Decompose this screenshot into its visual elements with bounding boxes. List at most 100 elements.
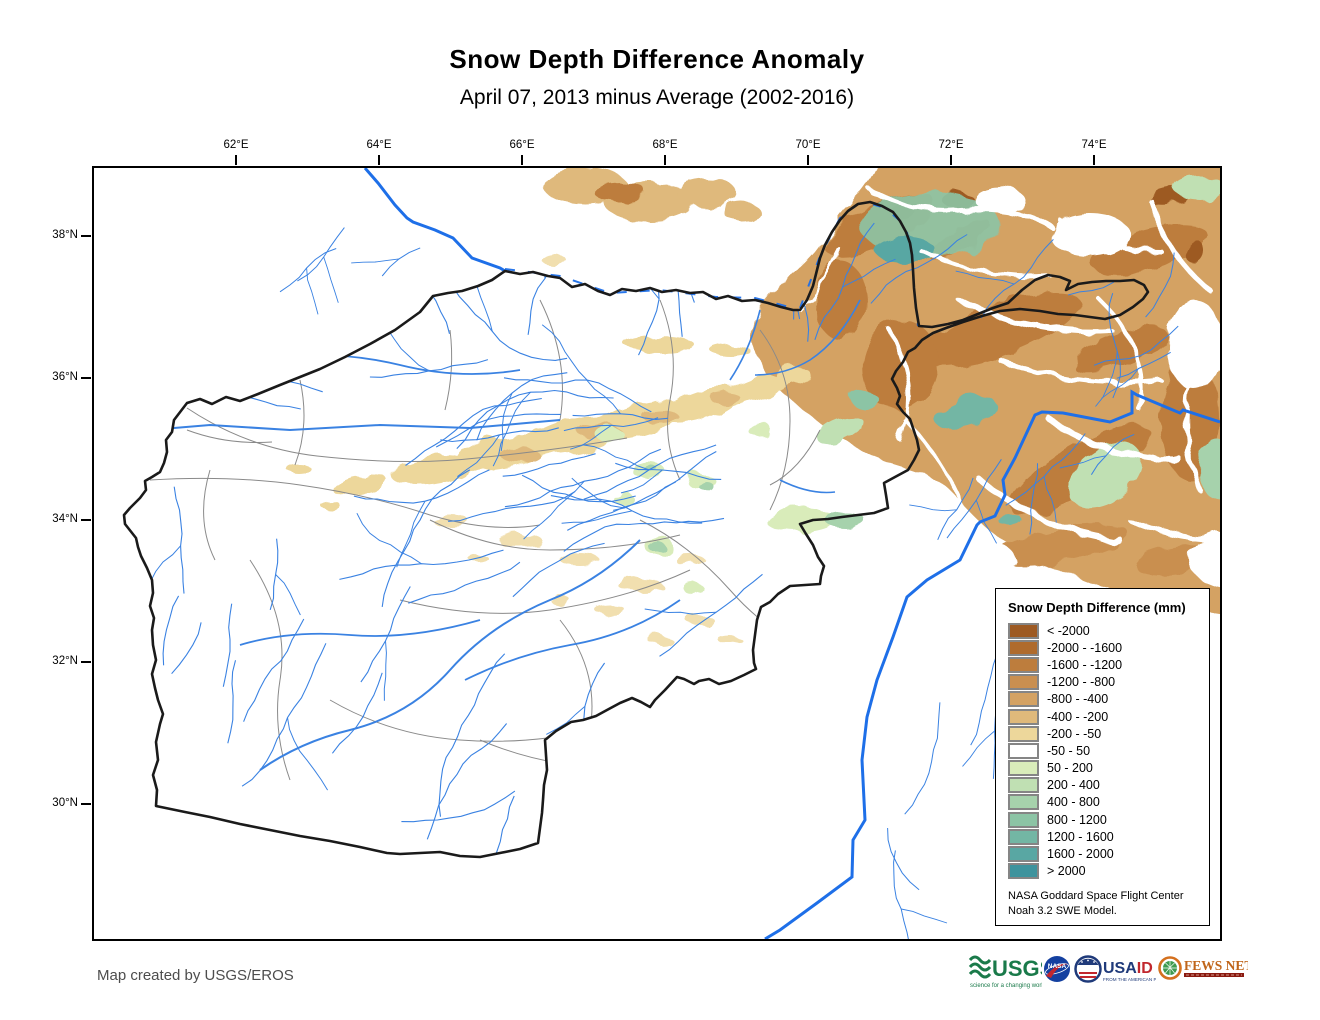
- legend-label: -1200 - -800: [1047, 675, 1116, 690]
- stream: [387, 328, 430, 372]
- nasa-logo-icon: NASA: [1044, 956, 1070, 982]
- stream: [711, 702, 786, 742]
- usaid-logo-icon: USAID FROM THE AMERICAN PEOPLE: [1074, 955, 1156, 983]
- terrain-patch: [288, 465, 312, 475]
- stream: [503, 377, 652, 413]
- stream: [655, 731, 734, 788]
- legend-label: < -2000: [1047, 623, 1090, 638]
- legend-swatch: [1008, 794, 1039, 811]
- stream: [1067, 281, 1115, 296]
- axis-label-38n: 38°N: [52, 229, 78, 241]
- terrain-patch: [718, 636, 742, 644]
- stream: [356, 512, 422, 565]
- stream: [570, 424, 612, 450]
- stream: [781, 624, 808, 798]
- nasa-swoosh: [1046, 963, 1068, 978]
- stream: [736, 776, 759, 846]
- axis-label-36n: 36°N: [52, 371, 78, 383]
- usaid-star: [1081, 961, 1083, 963]
- stream: [495, 865, 540, 921]
- legend-label: -400 - -200: [1047, 709, 1109, 724]
- legend-rows: < -2000 -2000 - -1600 -1600 - -1200 -1200 -…: [1008, 622, 1199, 880]
- axis-label-62e: 62°E: [223, 139, 249, 151]
- tick-72e: [950, 155, 952, 165]
- legend-label: 1200 - 1600: [1047, 829, 1114, 844]
- stream: [243, 618, 305, 722]
- legend-row: -1200 - -800: [1008, 674, 1199, 691]
- stream: [615, 462, 722, 480]
- legend-row: 800 - 1200: [1008, 811, 1199, 828]
- stream: [381, 469, 471, 607]
- usaid-stripe: [1079, 972, 1097, 974]
- legend-swatch: [1008, 846, 1039, 863]
- axis-label-66e: 66°E: [509, 139, 535, 151]
- stream: [331, 672, 383, 754]
- legend-footnote-line1: NASA Goddard Space Flight Center: [1008, 889, 1184, 902]
- terrain-layer: [288, 168, 1220, 645]
- terrain-patch: [390, 455, 470, 485]
- stream: [561, 510, 633, 524]
- legend-row: -1600 - -1200: [1008, 656, 1199, 673]
- stream: [735, 767, 789, 857]
- stream: [842, 258, 896, 288]
- stream: [563, 517, 725, 552]
- stream: [319, 251, 338, 322]
- tick-68e: [664, 155, 666, 165]
- legend-label: -2000 - -1600: [1047, 640, 1123, 655]
- legend-row: -50 - 50: [1008, 742, 1199, 759]
- usgs-logo-icon: USGS science for a changing world: [968, 955, 1042, 989]
- tick-34n: [81, 519, 91, 521]
- stream: [369, 252, 423, 282]
- terrain-patch: [1200, 440, 1220, 500]
- stream: [1101, 368, 1139, 399]
- stream: [546, 706, 586, 735]
- stream: [383, 640, 387, 701]
- terrain-patch: [710, 392, 740, 404]
- stream: [297, 227, 345, 282]
- tick-66e: [521, 155, 523, 165]
- legend-label: 200 - 400: [1047, 778, 1100, 793]
- stream: [715, 853, 760, 857]
- tick-64e: [378, 155, 380, 165]
- terrain-patch: [470, 556, 490, 564]
- terrain-patch: [723, 201, 759, 221]
- stream: [457, 434, 501, 477]
- legend-swatch: [1008, 725, 1039, 742]
- stream: [369, 230, 406, 279]
- axis-label-30n: 30°N: [52, 797, 78, 809]
- legend-label: -1600 - -1200: [1047, 657, 1123, 672]
- legend-row: -200 - -50: [1008, 725, 1199, 742]
- usaid-tagline: FROM THE AMERICAN PEOPLE: [1103, 977, 1156, 982]
- stream: [750, 235, 792, 262]
- stream: [955, 270, 1015, 285]
- stream: [893, 850, 909, 939]
- stream: [408, 561, 521, 604]
- terrain-patch: [686, 615, 714, 625]
- stream: [703, 795, 808, 821]
- stream: [582, 444, 650, 471]
- stream: [658, 690, 784, 835]
- stream: [780, 770, 818, 857]
- stream: [275, 574, 301, 616]
- stream: [435, 413, 561, 448]
- terrain-patch: [648, 635, 672, 645]
- axis-label-68e: 68°E: [652, 139, 678, 151]
- terrain-patch: [560, 554, 600, 566]
- legend-row: 1600 - 2000: [1008, 845, 1199, 863]
- terrain-patch: [851, 392, 879, 408]
- amu-darya-river: [363, 168, 506, 273]
- terrain-patch: [933, 395, 997, 429]
- usaid-star: [1087, 959, 1089, 962]
- stream: [1029, 463, 1038, 535]
- tick-38n: [81, 235, 91, 237]
- legend-footnote-line2: Noah 3.2 SWE Model.: [1008, 904, 1117, 917]
- terrain-patch: [550, 596, 570, 604]
- stream: [1043, 476, 1057, 523]
- tick-36n: [81, 377, 91, 379]
- terrain-patch: [875, 237, 935, 263]
- legend-label: 400 - 800: [1047, 795, 1100, 810]
- legend-swatch: [1008, 622, 1039, 639]
- stream: [980, 239, 1054, 319]
- axis-label-74e: 74°E: [1081, 139, 1107, 151]
